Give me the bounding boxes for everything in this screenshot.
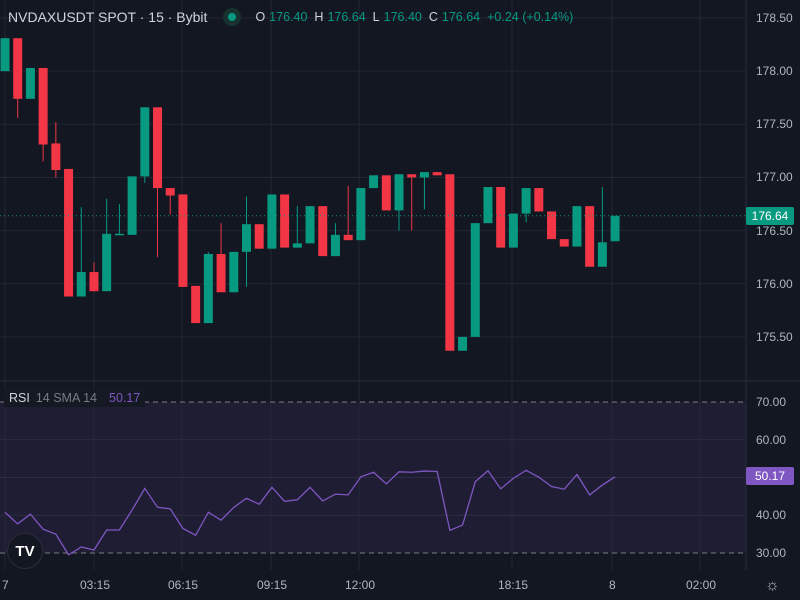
current-price-tag: 176.64 xyxy=(746,207,794,225)
low-key: L xyxy=(372,10,380,24)
rsi-value: 50.17 xyxy=(109,391,141,405)
price-tick-label: 176.00 xyxy=(756,276,793,291)
rsi-tick-label: 60.00 xyxy=(756,432,787,447)
price-tick-label: 177.00 xyxy=(756,170,793,185)
candle-body xyxy=(191,285,201,324)
time-tick-label: 8 xyxy=(609,578,616,592)
candle-body xyxy=(458,336,468,351)
candle-body xyxy=(381,175,391,211)
candle-body xyxy=(51,143,61,171)
candle-body xyxy=(140,107,150,177)
candle-body xyxy=(178,194,188,287)
rsi-name: RSI xyxy=(9,391,30,405)
rsi-tick-label: 40.00 xyxy=(756,508,787,523)
rsi-tick-label: 30.00 xyxy=(756,546,787,560)
candle-body xyxy=(547,211,557,240)
price-tick-label: 176.50 xyxy=(756,223,793,238)
candle-body xyxy=(432,172,442,176)
current-rsi-tag: 50.17 xyxy=(746,467,794,485)
candle-body xyxy=(521,188,531,214)
time-tick-label: 09:15 xyxy=(257,578,288,592)
candle-body xyxy=(216,253,226,293)
price-tick-label: 177.50 xyxy=(756,117,793,132)
candle-body xyxy=(165,188,175,196)
candle-body xyxy=(114,233,124,236)
candle-body xyxy=(153,107,163,189)
candle-body xyxy=(0,38,10,72)
candle-body xyxy=(13,38,23,99)
settings-gear-icon[interactable]: ☼ xyxy=(765,577,780,594)
open-key: O xyxy=(255,10,266,24)
candle-body xyxy=(394,174,404,211)
candle-body xyxy=(597,242,607,267)
high-key: H xyxy=(314,10,324,24)
candle-body xyxy=(25,67,35,99)
close-value: 176.64 xyxy=(441,10,481,24)
candle-body xyxy=(496,187,506,248)
rsi-params: 14 SMA 14 xyxy=(35,391,97,405)
candle-body xyxy=(419,172,429,178)
candle-body xyxy=(470,223,480,337)
symbol-title[interactable]: NVDAXUSDT SPOT · 15 · Bybit xyxy=(8,9,208,25)
time-tick-label: 02:00 xyxy=(686,578,717,592)
symbol-legend: NVDAXUSDT SPOT · 15 · Bybit O 176.40 H 176… xyxy=(8,8,576,26)
candle-body xyxy=(508,213,518,248)
time-tick-label: 12:00 xyxy=(345,578,376,592)
rsi-line xyxy=(4,469,616,556)
candle-body xyxy=(127,176,137,235)
candle-body xyxy=(559,239,569,247)
candle-body xyxy=(572,206,582,247)
candle-body xyxy=(369,175,379,189)
time-tick-label: 7 xyxy=(2,578,9,592)
candle-body xyxy=(76,272,86,297)
price-tick-label: 175.50 xyxy=(756,329,793,344)
high-value: 176.64 xyxy=(327,10,366,24)
time-tick-label: 18:15 xyxy=(498,578,529,592)
candle-body xyxy=(241,224,251,252)
candle-body xyxy=(267,194,277,249)
candle-body xyxy=(305,206,315,244)
candle-body xyxy=(585,206,595,267)
rsi-tick-label: 70.00 xyxy=(756,395,787,409)
time-tick-label: 06:15 xyxy=(168,578,199,592)
candle-body xyxy=(254,224,264,249)
tradingview-logo[interactable]: TV xyxy=(7,533,43,569)
candle-body xyxy=(280,194,290,248)
candle-body xyxy=(534,188,544,212)
candle-body xyxy=(330,234,340,257)
candle-body xyxy=(610,215,620,242)
open-value: 176.40 xyxy=(269,10,308,24)
candle-body xyxy=(89,272,99,292)
candle-body xyxy=(343,234,353,241)
candle-body xyxy=(356,188,366,241)
candle-body xyxy=(407,174,417,178)
candle-body xyxy=(445,174,455,351)
candle-body xyxy=(318,206,328,257)
time-tick-label: 03:15 xyxy=(80,578,111,592)
price-tick-label: 178.00 xyxy=(756,64,793,79)
market-status-icon xyxy=(223,8,242,26)
candle-body xyxy=(483,187,493,224)
change-value: +0.24 (+0.14%) xyxy=(487,10,574,24)
candle-body xyxy=(292,243,302,248)
close-key: C xyxy=(428,10,438,24)
candle-body xyxy=(102,233,112,292)
ohlc-values: O 176.40 H 176.64 L 176.40 C 176.64 +0.24 (+… xyxy=(255,10,576,24)
candle-body xyxy=(64,168,74,297)
rsi-legend[interactable]: RSI 14 SMA 14 50.17 xyxy=(4,389,146,407)
low-value: 176.40 xyxy=(383,10,422,24)
candle-body xyxy=(203,253,213,324)
candle-body xyxy=(38,67,48,145)
price-tick-label: 178.50 xyxy=(756,11,793,25)
candle-body xyxy=(229,251,239,293)
